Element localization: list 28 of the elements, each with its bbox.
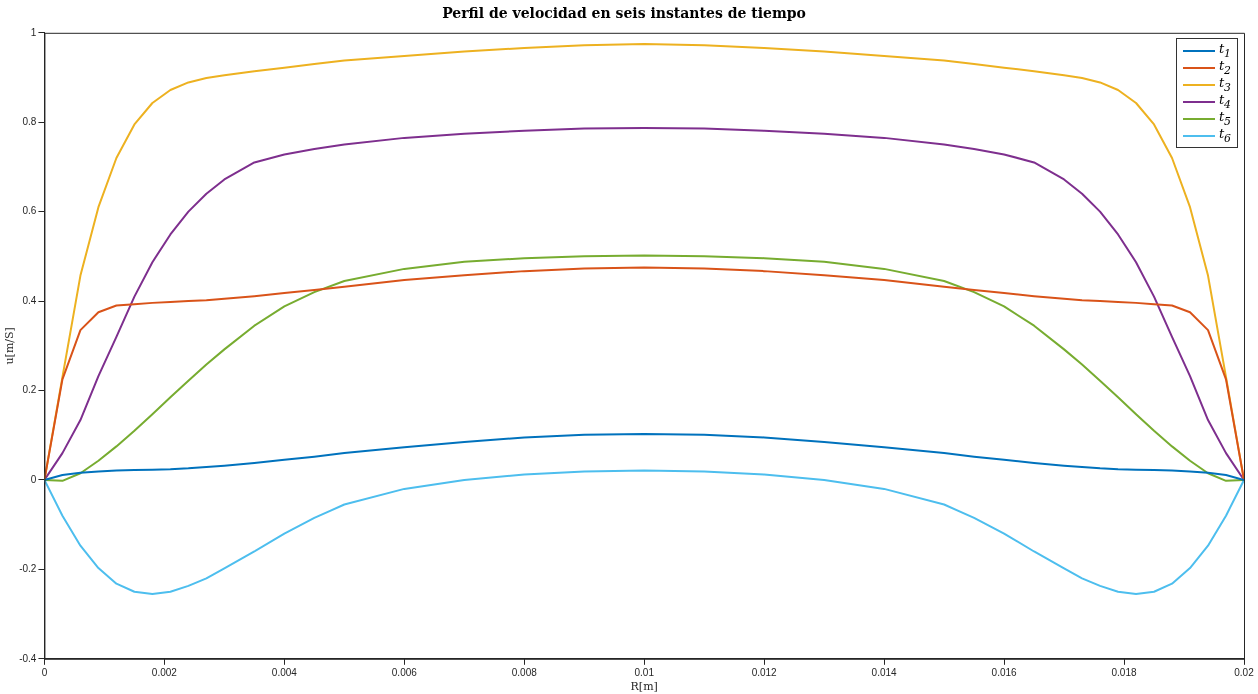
x-tick-label: 0 [41, 666, 48, 678]
x-tick-label: 0.002 [151, 666, 178, 678]
y-axis-title: u[m/S] [3, 327, 17, 365]
chart-title: Perfil de velocidad en seis instantes de tiempo [442, 5, 806, 22]
x-tick-label: 0.016 [991, 666, 1018, 678]
y-tick-label: 0.4 [22, 294, 37, 306]
legend-label: t$_{1}$ [1218, 41, 1231, 60]
legend-label: t$_{5}$ [1218, 109, 1231, 128]
x-tick-label: 0.01 [634, 666, 655, 678]
legend-label: t$_{4}$ [1218, 92, 1231, 111]
x-tick-label: 0.014 [871, 666, 898, 678]
legend-label: t$_{2}$ [1218, 58, 1231, 77]
y-tick-label: -0.2 [19, 563, 37, 575]
x-axis-title: R[m] [630, 680, 658, 694]
x-tick-label: 0.004 [271, 666, 298, 678]
y-tick-label: 0.8 [22, 115, 37, 127]
x-tick-label: 0.006 [391, 666, 418, 678]
x-tick-label: 0.018 [1111, 666, 1137, 678]
legend-label: t$_{6}$ [1218, 126, 1231, 145]
y-tick-label: -0.4 [19, 652, 37, 664]
x-tick-label: 0.012 [751, 666, 778, 678]
y-tick-label: 1 [30, 26, 37, 38]
y-tick-label: 0 [30, 473, 37, 485]
x-tick-label: 0.02 [1234, 666, 1255, 678]
x-tick-label: 0.008 [511, 666, 538, 678]
legend-label: t$_{3}$ [1218, 75, 1231, 94]
y-tick-label: 0.2 [22, 384, 37, 396]
y-tick-label: 0.6 [22, 205, 37, 217]
